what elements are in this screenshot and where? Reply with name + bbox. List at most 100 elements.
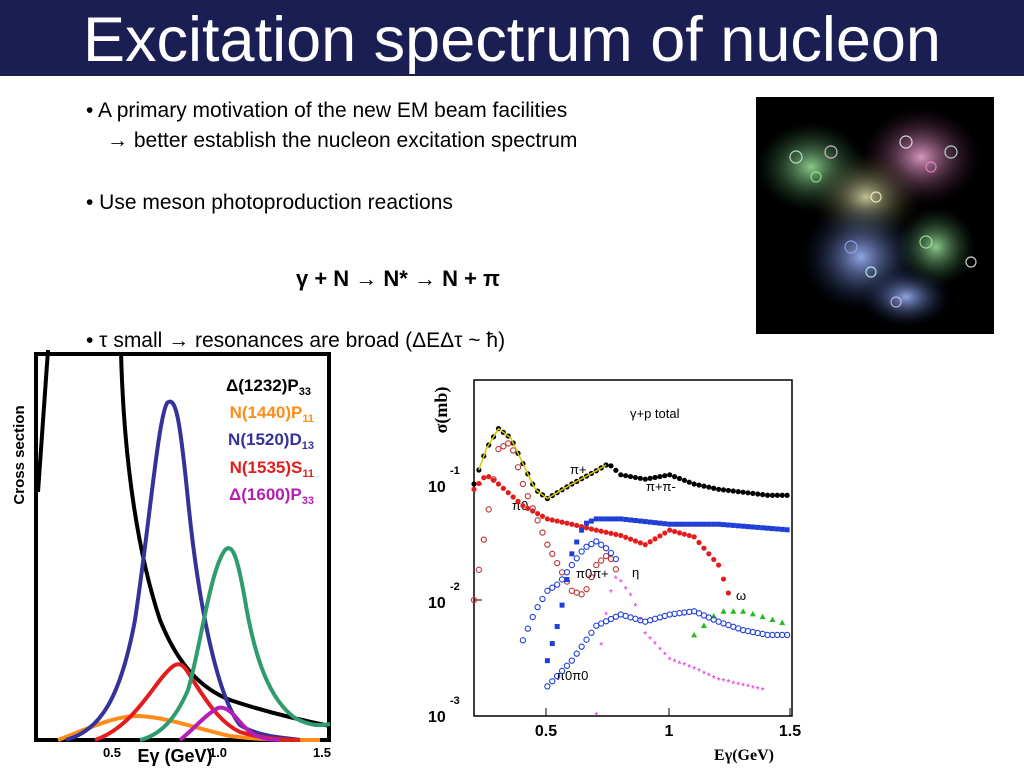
data-point--1: [535, 511, 541, 517]
slide-title: Excitation spectrum of nucleon: [83, 5, 941, 75]
label-pip: π+: [570, 462, 587, 477]
delta1232-curve: [119, 351, 331, 728]
data-point-ptotal-0: [632, 474, 639, 481]
legend-n1535: N(1535)S11: [230, 458, 314, 480]
ytick-1e-1: 10: [428, 479, 446, 496]
data-point-ptotal-0: [706, 484, 712, 490]
data-point-ptotal-0: [745, 490, 751, 496]
data-point-ptotal-0: [730, 488, 736, 494]
data-point--1: [725, 590, 732, 596]
ytick-1e-2: 10: [428, 595, 446, 612]
data-point--3: [618, 516, 624, 522]
data-point--3: [774, 526, 780, 532]
right-chart-xlabel: Eγ(GeV): [714, 747, 774, 764]
label-pipim: π+π-: [646, 479, 676, 494]
data-point-ptotal-0: [657, 473, 663, 480]
title-bar: Excitation spectrum of nucleon: [0, 0, 1024, 76]
right-chart-frame: [473, 379, 793, 717]
data-point-ptotal-0: [637, 475, 643, 481]
data-point-ptotal-0: [647, 475, 653, 481]
data-point-0-2: [524, 492, 531, 500]
data-point-ptotal-0: [750, 490, 756, 497]
data-point--3: [750, 524, 756, 530]
data-point-ptotal-0: [686, 479, 692, 485]
data-point-0-4: [529, 613, 536, 621]
data-point-0-4: [607, 549, 615, 557]
legend-n1520: N(1520)D13: [228, 430, 314, 452]
data-point-00-7: [583, 636, 590, 643]
data-point--5: *: [692, 665, 696, 676]
data-point--3: [642, 519, 648, 525]
data-point--6: [730, 608, 737, 614]
resonance-schematic-chart: Cross section Δ(1232)P33 N(1440)P11 N(15…: [11, 349, 331, 766]
data-point-0-4: [539, 595, 546, 603]
data-point--1: [515, 498, 521, 504]
xtick-0.5: 0.5: [535, 723, 557, 740]
data-point--3: [593, 516, 599, 522]
green-resonance-curve: [139, 546, 331, 742]
data-point--1: [647, 539, 653, 545]
data-point--3: [623, 516, 629, 522]
right-chart-ylabel: σ(mb): [431, 387, 452, 434]
left-chart-ylabel: Cross section: [11, 405, 28, 504]
data-point-0-4: [534, 604, 541, 611]
data-point--5: *: [673, 657, 677, 668]
data-point--1: [598, 528, 604, 534]
xtick-1: 1: [665, 723, 674, 740]
data-point-0-4: [554, 581, 561, 588]
data-point--1: [588, 526, 595, 532]
data-point-0-2: [578, 591, 585, 598]
data-point--3: [584, 520, 590, 526]
data-point--5: *: [658, 645, 662, 656]
data-point-0-2: [529, 505, 536, 512]
data-point--5: *: [624, 585, 628, 596]
data-point-0-4: [573, 555, 580, 562]
data-point--1: [564, 520, 570, 526]
data-point-00-7: [558, 667, 566, 675]
data-point--3: [711, 521, 717, 527]
data-point--5: *: [756, 685, 760, 696]
data-point--3: [765, 525, 771, 531]
left-tick-1.0: 1.0: [209, 745, 227, 760]
data-point--5: *: [722, 677, 726, 688]
data-point-00-7: [598, 620, 605, 627]
data-point--5: *: [599, 641, 603, 652]
data-point--3: [569, 551, 575, 557]
bullet-1-line-2: → better establish the nucleon excitatio…: [107, 129, 578, 152]
data-point-00-7: [578, 643, 585, 650]
data-point--3: [574, 539, 580, 545]
data-point-ptotal-0: [667, 472, 673, 478]
data-point--6: [691, 631, 698, 638]
data-point--1: [559, 519, 565, 525]
data-point--5: *: [604, 610, 608, 621]
data-point--3: [662, 521, 668, 527]
data-point-ptotal-0: [681, 477, 687, 483]
data-point--1: [618, 532, 624, 539]
left-tick-0.5: 0.5: [103, 745, 121, 760]
bullet-1-line-1: • A primary motivation of the new EM bea…: [86, 99, 568, 122]
data-point--5: *: [663, 651, 667, 662]
data-point--1: [716, 562, 722, 568]
total-fit-curve: [478, 427, 607, 500]
data-point-0-2: [534, 517, 541, 524]
n1520-curve: [65, 399, 301, 742]
data-point-00-7: [588, 629, 595, 636]
data-point-ptotal-0: [642, 476, 648, 482]
data-point-0-2: [514, 464, 522, 471]
data-point-0-2: [490, 476, 497, 483]
right-chart-yticks: 10 -1 10 -2 10 -3: [428, 465, 460, 726]
data-point-ptotal-0: [623, 473, 629, 479]
data-point--5: *: [687, 663, 691, 674]
reaction-equation: γ + N → N* → N + π: [296, 266, 500, 291]
data-point-00-7: [754, 629, 761, 637]
data-point-0-2: [500, 443, 507, 450]
data-point-ptotal-0: [671, 474, 678, 480]
delta1232-curve-left: [36, 349, 50, 493]
data-point--5: *: [751, 684, 755, 695]
data-point-0-4: [598, 541, 605, 548]
data-point-0-2: [554, 559, 561, 567]
data-point--1: [711, 556, 717, 563]
data-point--1: [549, 517, 555, 523]
data-point--3: [588, 518, 594, 524]
ytick-1e-3: 10: [428, 709, 446, 726]
